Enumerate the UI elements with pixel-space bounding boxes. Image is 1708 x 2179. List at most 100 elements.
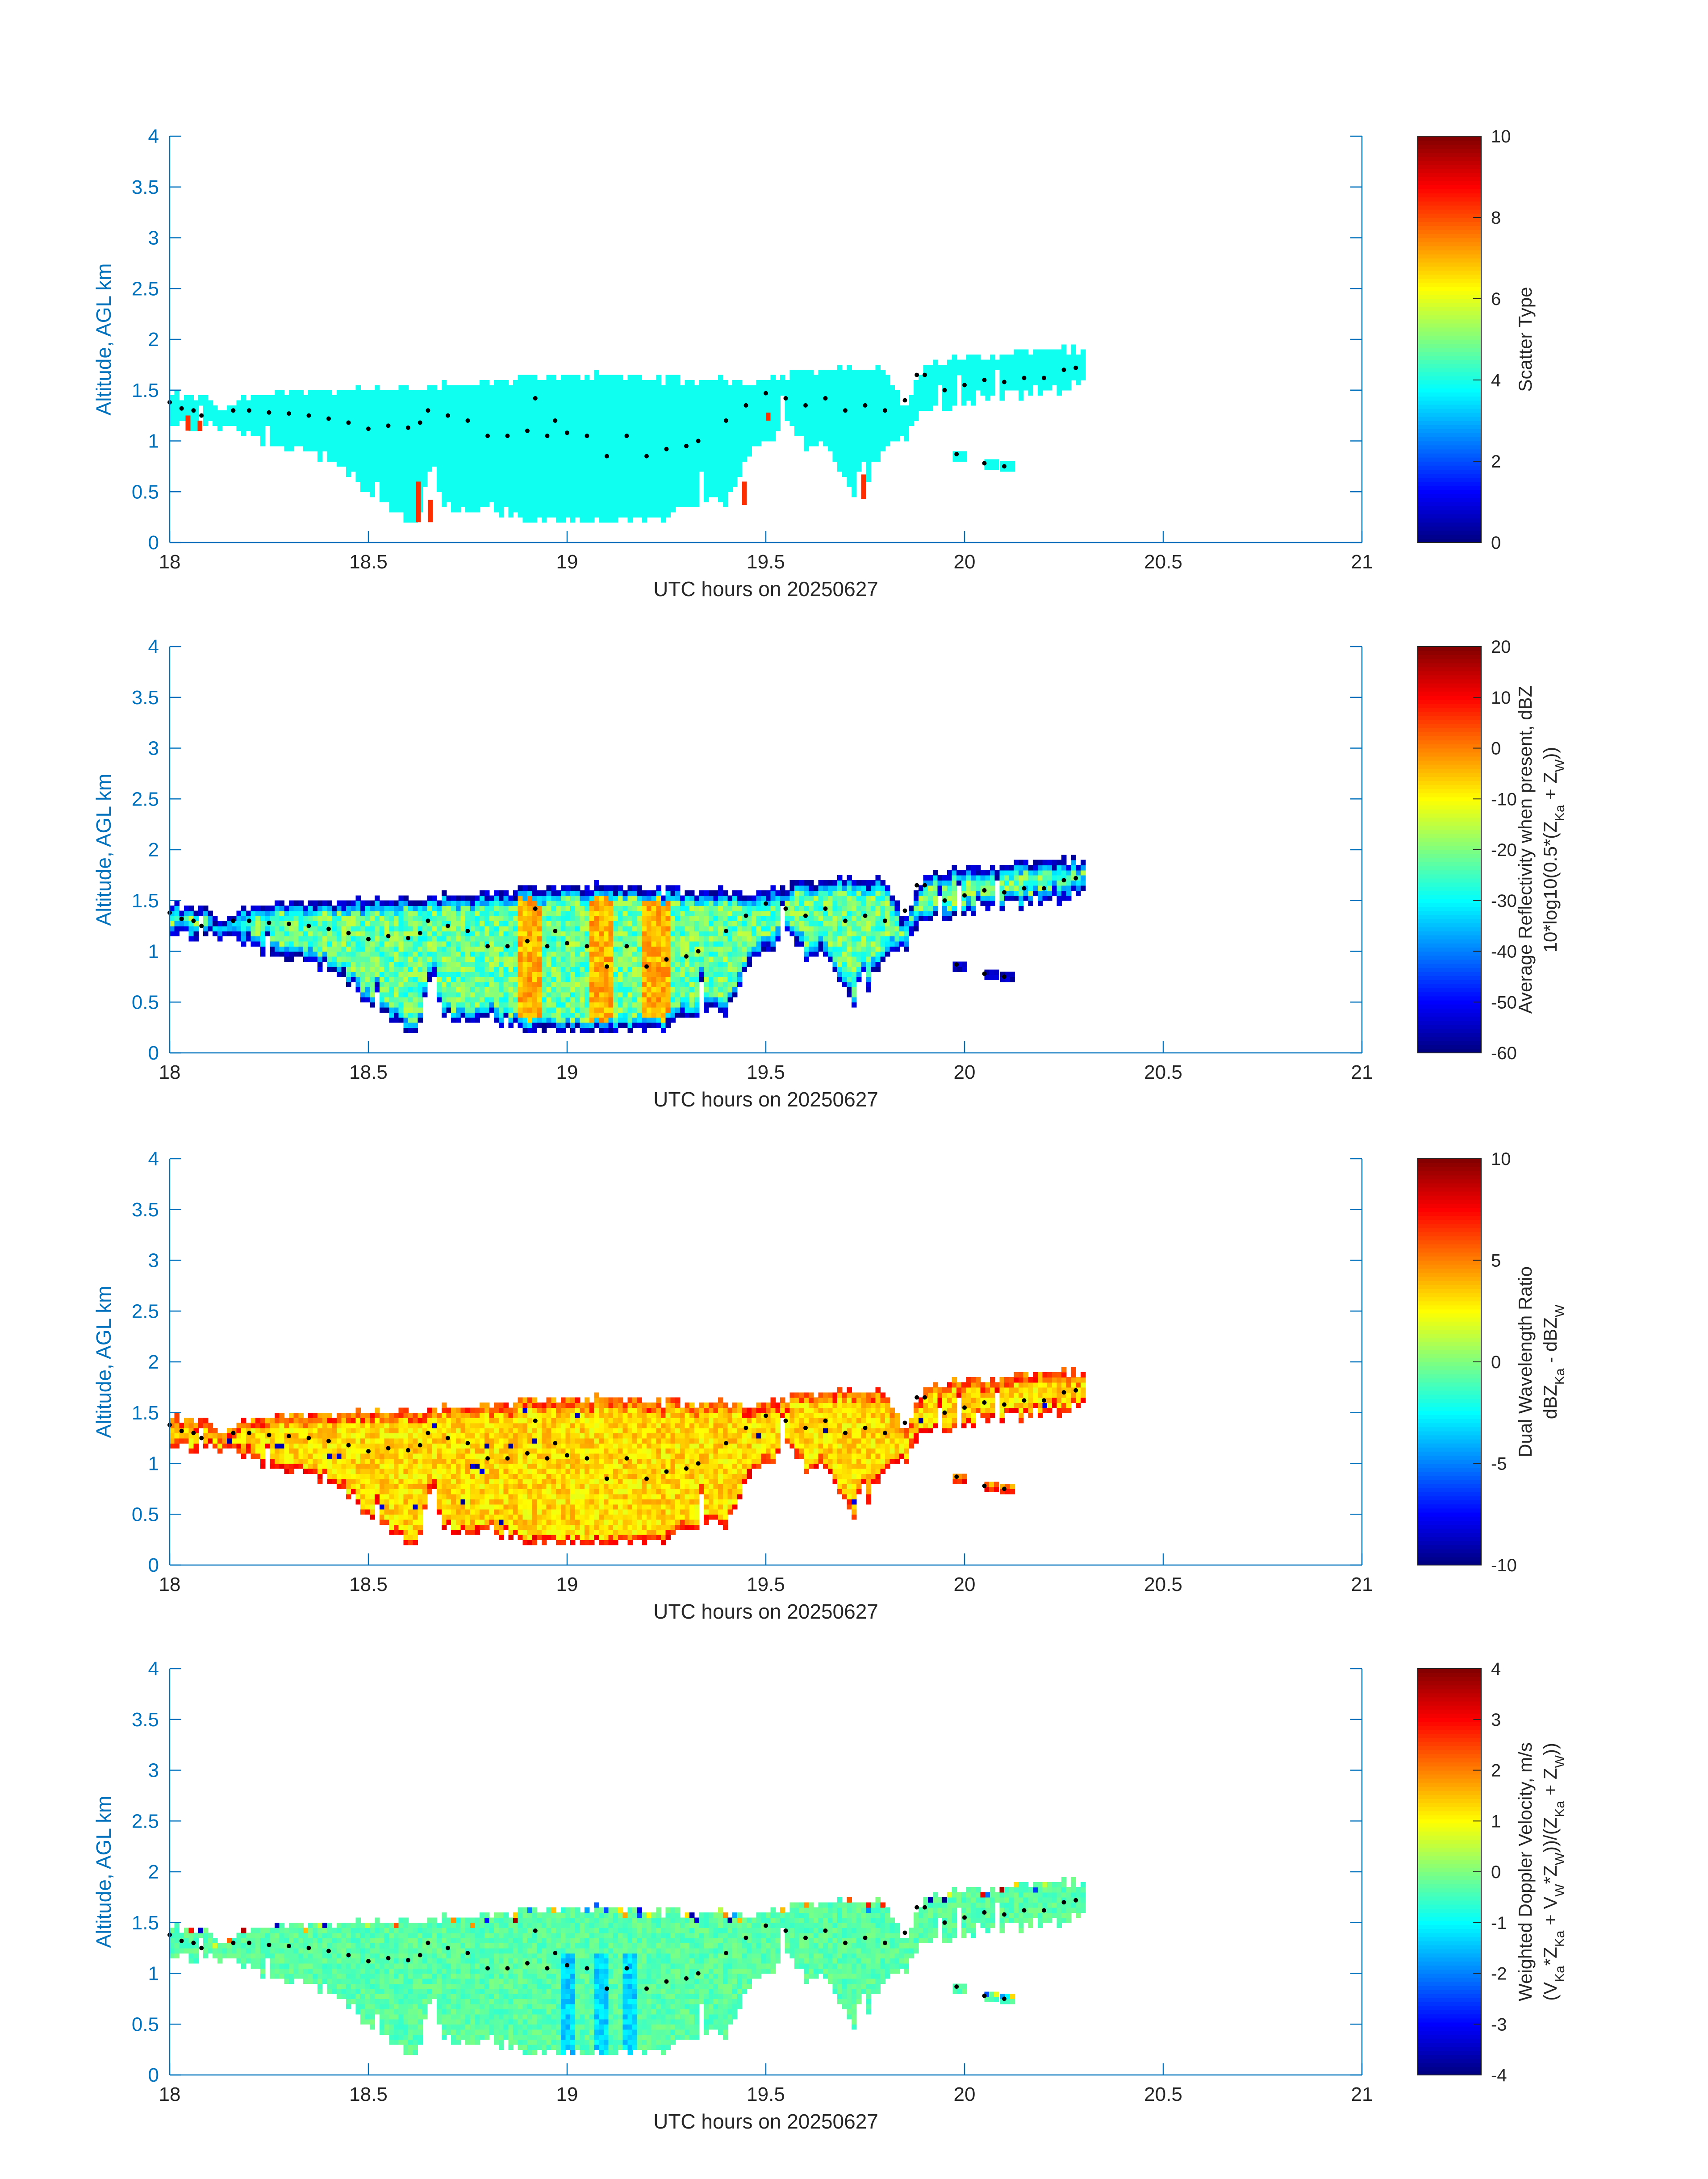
- heatmap-cell: [599, 441, 604, 447]
- heatmap-cell: [1028, 375, 1033, 380]
- heatmap-cell: [699, 456, 705, 462]
- heatmap-cell: [909, 421, 914, 426]
- heatmap-cell: [847, 461, 852, 467]
- heatmap-cell: [656, 487, 661, 492]
- heatmap-cell: [422, 426, 428, 431]
- heatmap-cell: [556, 967, 561, 972]
- heatmap-cell: [856, 385, 862, 390]
- heatmap-cell: [346, 416, 351, 421]
- heatmap-cell: [718, 492, 723, 497]
- heatmap-cell: [570, 502, 576, 507]
- heatmap-cell: [537, 895, 542, 901]
- heatmap-cell: [804, 375, 809, 380]
- heatmap-cell: [1038, 365, 1043, 370]
- heatmap-cell: [313, 931, 318, 936]
- heatmap-cell: [651, 482, 657, 487]
- heatmap-cell: [570, 512, 576, 518]
- heatmap-cell: [332, 926, 337, 931]
- heatmap-cell: [403, 987, 409, 992]
- heatmap-cell: [461, 416, 466, 421]
- colorbar-step: [1418, 347, 1481, 352]
- heatmap-cell: [871, 401, 876, 406]
- heatmap-cell: [475, 421, 480, 426]
- heatmap-cell: [413, 1023, 418, 1028]
- heatmap-cell: [1038, 385, 1043, 390]
- heatmap-cell: [876, 451, 881, 456]
- heatmap-cell: [294, 916, 299, 921]
- heatmap-cell: [522, 972, 528, 977]
- heatmap-cell: [484, 1012, 490, 1018]
- colorbar-step: [1418, 380, 1481, 384]
- heatmap-cell: [947, 375, 952, 380]
- heatmap-cell: [508, 992, 514, 998]
- heatmap-cell: [532, 385, 538, 390]
- heatmap-cell: [470, 446, 476, 451]
- heatmap-cell: [565, 987, 571, 992]
- heatmap-cell: [575, 421, 580, 426]
- heatmap-cell: [489, 916, 495, 921]
- heatmap-cell: [570, 890, 576, 896]
- heatmap-cell: [547, 507, 552, 512]
- heatmap-cell: [656, 502, 661, 507]
- heatmap-cell: [508, 895, 514, 901]
- heatmap-cell: [609, 375, 614, 380]
- heatmap-cell: [470, 956, 476, 962]
- cloud-base-point: [553, 418, 557, 423]
- heatmap-cell: [494, 476, 499, 482]
- heatmap-cell: [861, 375, 867, 380]
- heatmap-cell: [966, 375, 972, 380]
- heatmap-cell: [537, 405, 542, 411]
- heatmap-cell: [556, 956, 561, 962]
- heatmap-cell: [699, 446, 705, 451]
- heatmap-cell: [919, 401, 924, 406]
- heatmap-cell: [484, 492, 490, 497]
- heatmap-cell: [356, 926, 361, 931]
- heatmap-cell: [508, 461, 514, 467]
- heatmap-cell: [575, 926, 580, 931]
- heatmap-cell: [442, 405, 447, 411]
- heatmap-cell: [594, 487, 600, 492]
- heatmap-cell: [799, 370, 805, 375]
- cloud-base-point: [625, 434, 629, 438]
- heatmap-cell: [456, 1012, 461, 1018]
- heatmap-cell: [384, 961, 390, 967]
- heatmap-cell: [413, 401, 418, 406]
- heatmap-cell: [189, 395, 194, 401]
- heatmap-cell: [360, 931, 366, 936]
- heatmap-cell: [470, 405, 476, 411]
- heatmap-cell: [575, 416, 580, 421]
- heatmap-cell: [275, 921, 280, 926]
- heatmap-cell: [484, 890, 490, 896]
- heatmap-cell: [508, 390, 514, 396]
- heatmap-cell: [580, 1027, 585, 1033]
- heatmap-cell: [828, 380, 833, 385]
- heatmap-cell: [547, 512, 552, 518]
- heatmap-cell: [823, 410, 828, 416]
- heatmap-cell: [489, 456, 495, 462]
- heatmap-cell: [342, 441, 347, 447]
- heatmap-cell: [337, 936, 342, 941]
- heatmap-cell: [599, 426, 604, 431]
- heatmap-cell: [489, 997, 495, 1002]
- heatmap-cell: [337, 390, 342, 396]
- heatmap-cell: [351, 967, 356, 972]
- heatmap-cell: [437, 941, 442, 947]
- heatmap-cell: [656, 385, 661, 390]
- heatmap-cell: [342, 456, 347, 462]
- heatmap-cell: [537, 395, 542, 401]
- heatmap-cell: [489, 931, 495, 936]
- heatmap-cell: [465, 472, 471, 477]
- heatmap-cell: [451, 977, 456, 982]
- heatmap-cell: [465, 895, 471, 901]
- heatmap-cell: [1033, 380, 1038, 385]
- heatmap-cell: [651, 512, 657, 518]
- heatmap-cell: [346, 926, 351, 931]
- heatmap-cell: [413, 1002, 418, 1007]
- heatmap-cell: [556, 517, 561, 522]
- heatmap-cell: [933, 380, 938, 385]
- heatmap-cell: [499, 431, 504, 436]
- heatmap-cell: [522, 401, 528, 406]
- heatmap-cell: [170, 916, 175, 921]
- heatmap-cell: [737, 405, 743, 411]
- heatmap-cell: [1004, 360, 1010, 365]
